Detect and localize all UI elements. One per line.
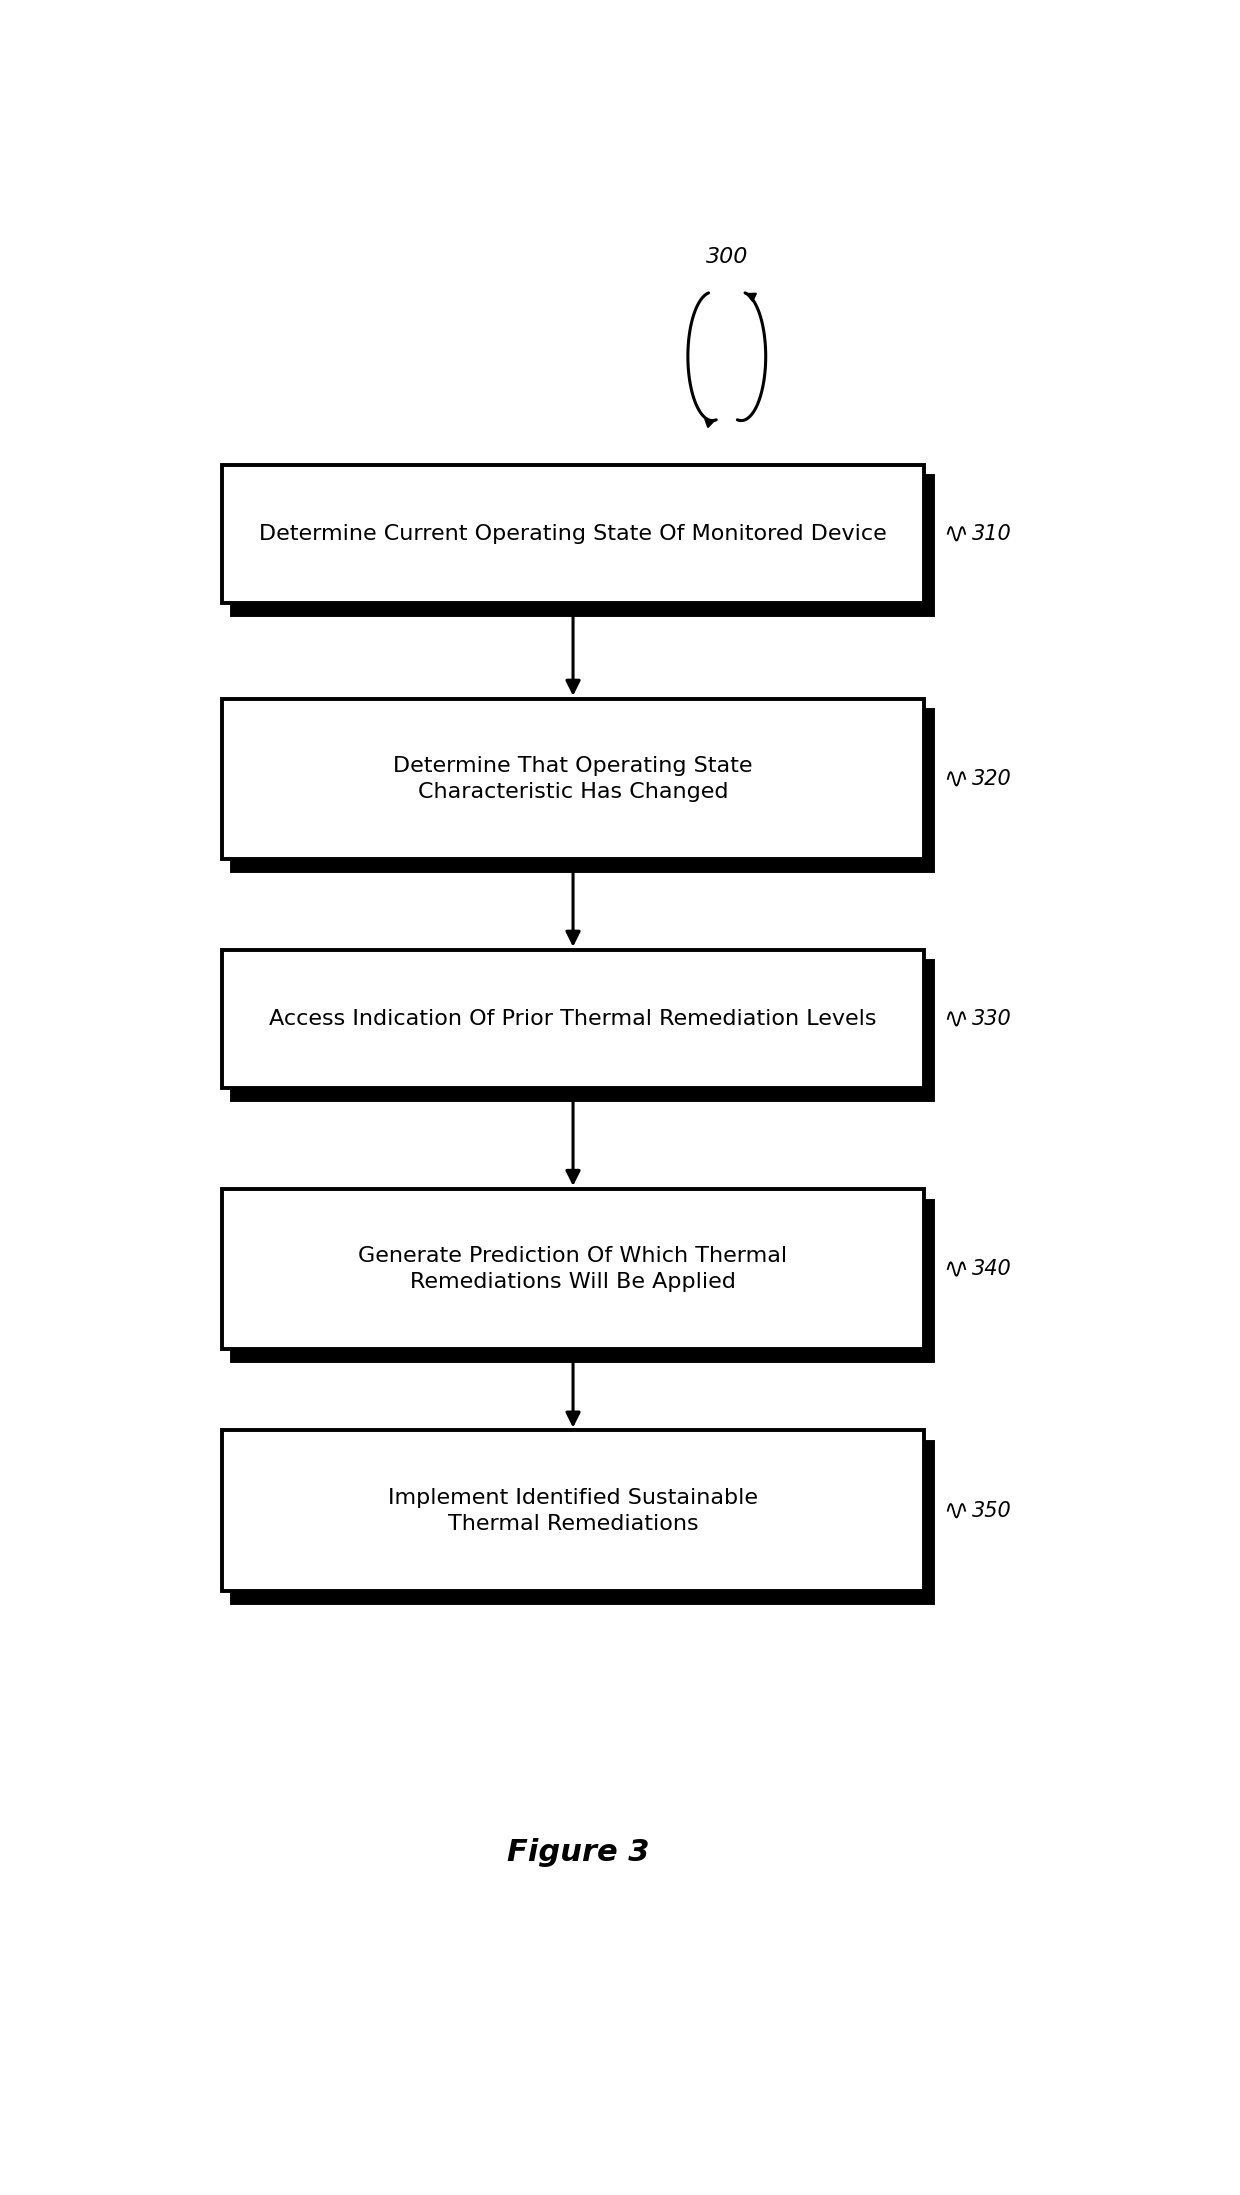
- Text: 320: 320: [972, 768, 1012, 788]
- Bar: [232, 961, 934, 1100]
- Text: 300: 300: [706, 246, 748, 268]
- Text: Determine That Operating State
Characteristic Has Changed: Determine That Operating State Character…: [393, 755, 753, 801]
- Bar: [232, 1442, 934, 1602]
- Text: Implement Identified Sustainable
Thermal Remediations: Implement Identified Sustainable Thermal…: [388, 1488, 758, 1534]
- Bar: [222, 950, 924, 1089]
- Bar: [232, 476, 934, 615]
- Bar: [222, 1431, 924, 1591]
- Bar: [222, 465, 924, 604]
- Text: 340: 340: [972, 1260, 1012, 1280]
- Bar: [222, 1190, 924, 1350]
- Text: Generate Prediction Of Which Thermal
Remediations Will Be Applied: Generate Prediction Of Which Thermal Rem…: [358, 1247, 787, 1293]
- Text: Figure 3: Figure 3: [507, 1837, 649, 1866]
- Text: Access Indication Of Prior Thermal Remediation Levels: Access Indication Of Prior Thermal Remed…: [269, 1010, 877, 1029]
- Text: 330: 330: [972, 1010, 1012, 1029]
- Bar: [232, 711, 934, 871]
- Text: 310: 310: [972, 525, 1012, 544]
- Bar: [232, 1201, 934, 1361]
- Text: Determine Current Operating State Of Monitored Device: Determine Current Operating State Of Mon…: [259, 525, 887, 544]
- Bar: [222, 698, 924, 858]
- Text: 350: 350: [972, 1501, 1012, 1521]
